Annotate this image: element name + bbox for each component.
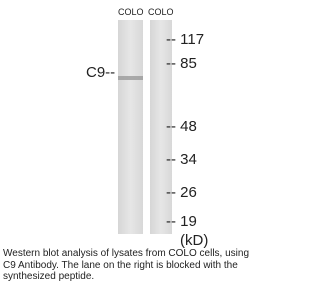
caption-line: Western blot analysis of lysates from CO… — [3, 248, 249, 260]
marker-label: 117 — [180, 31, 204, 48]
marker-label: 34 — [180, 151, 197, 168]
marker-row: -- 117 — [166, 31, 204, 49]
band — [118, 76, 143, 80]
dash: -- — [166, 31, 180, 48]
dash: -- — [166, 184, 180, 201]
marker-label: 19 — [180, 213, 197, 230]
marker-row: -- 19 — [166, 213, 197, 231]
marker-row: -- 34 — [166, 151, 197, 169]
caption-line: synthesized peptide. — [3, 271, 94, 283]
marker-label: 48 — [180, 118, 197, 135]
dash: -- — [166, 213, 180, 230]
marker-label: 85 — [180, 55, 197, 72]
dash: -- — [166, 118, 180, 135]
marker-label: 26 — [180, 184, 197, 201]
marker-row: -- 48 — [166, 118, 197, 136]
marker-row: -- 85 — [166, 55, 197, 73]
dash: -- — [166, 55, 180, 72]
lane — [118, 20, 143, 234]
lane-label: COLO — [148, 7, 174, 17]
unit: (kD) — [180, 232, 208, 249]
dash: -- — [166, 151, 180, 168]
caption-line: C9 Antibody. The lane on the right is bl… — [3, 260, 238, 272]
blot — [0, 0, 293, 250]
band-label: C9-- — [86, 64, 115, 81]
marker-row: -- 26 — [166, 184, 197, 202]
page: COLO COLO C9-- -- 117-- 85-- 48-- 34-- 2… — [0, 0, 293, 287]
lane-label: COLO — [118, 7, 144, 17]
